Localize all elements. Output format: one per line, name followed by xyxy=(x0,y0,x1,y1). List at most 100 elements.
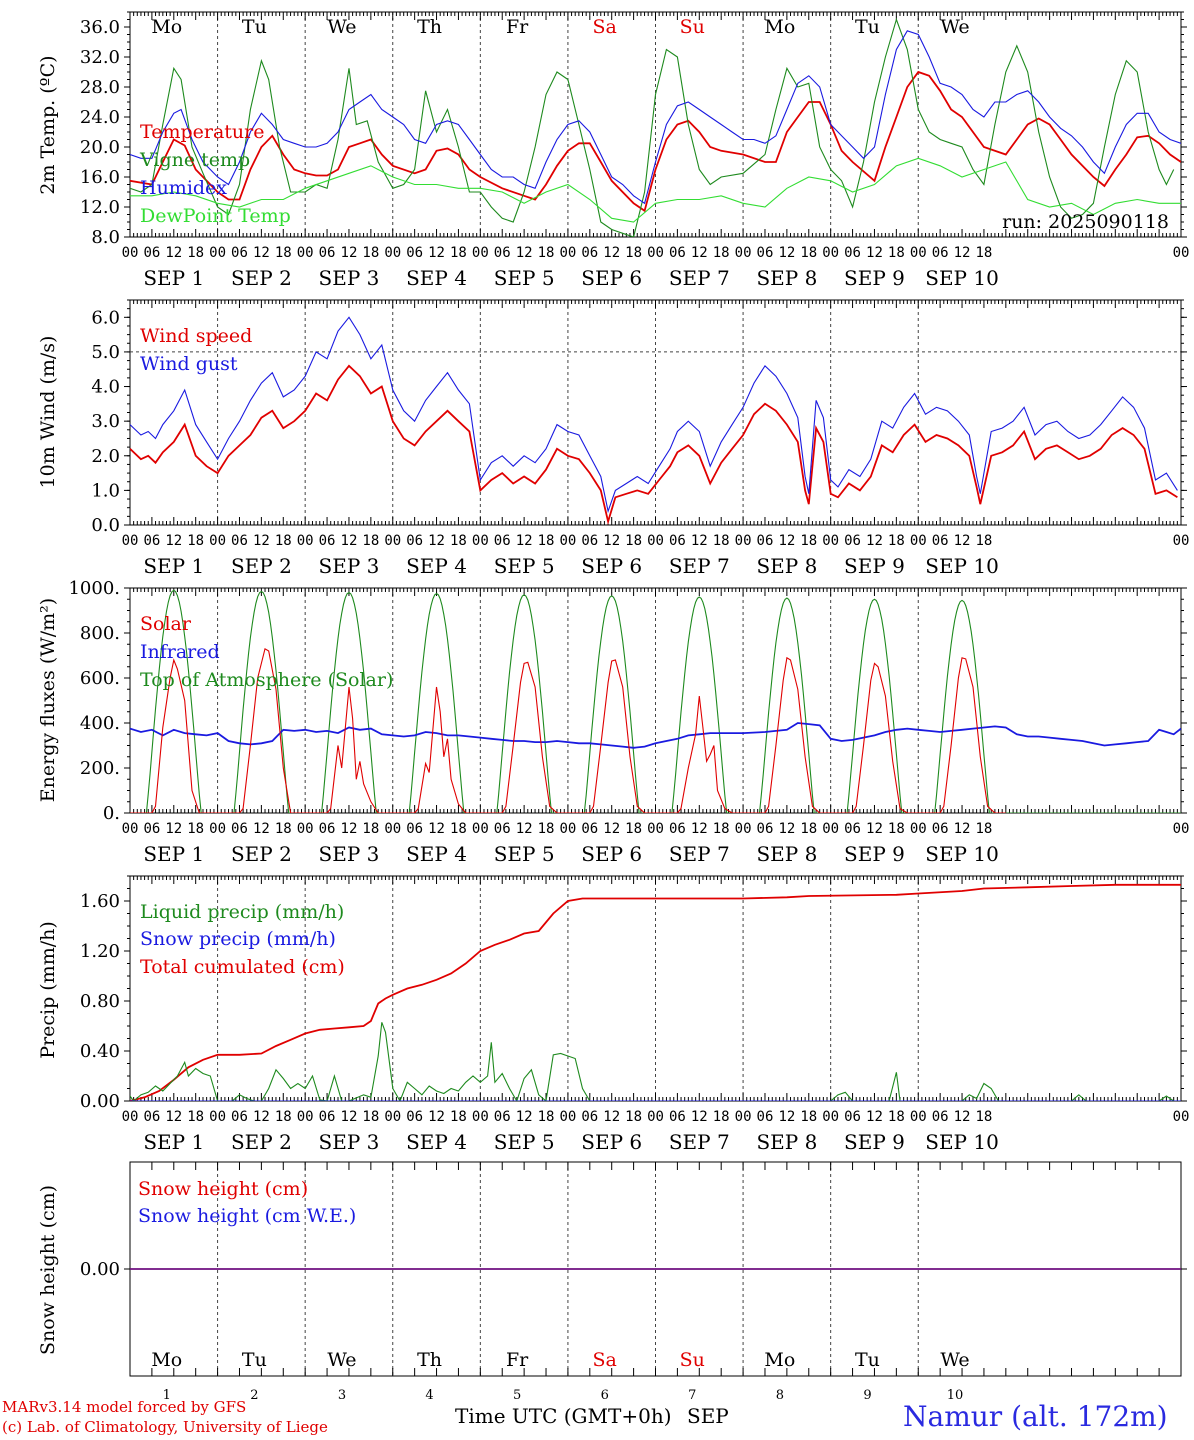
hour-label: 12 xyxy=(165,1109,182,1125)
hour-label: 00 xyxy=(647,1109,664,1125)
day-name-top: We xyxy=(940,16,969,38)
hour-label: 06 xyxy=(143,533,160,549)
legend-entry: DewPoint Temp xyxy=(140,205,291,227)
legend-entry: Wind speed xyxy=(140,325,252,347)
hour-label: 06 xyxy=(581,1109,598,1125)
hour-label: 06 xyxy=(757,245,774,261)
hour-label: 06 xyxy=(319,1109,336,1125)
date-label: SEP 7 xyxy=(669,554,730,578)
day-number: 8 xyxy=(776,1388,784,1403)
date-label: SEP 3 xyxy=(319,266,380,290)
y-tick-label: 5.0 xyxy=(91,342,120,363)
hour-label: 00 xyxy=(384,1109,401,1125)
hour-label: 00 xyxy=(472,245,489,261)
hour-label: 12 xyxy=(778,821,795,837)
hour-label: 12 xyxy=(691,1109,708,1125)
hour-label: 18 xyxy=(187,1109,204,1125)
hour-label: 18 xyxy=(362,821,379,837)
hour-label: 18 xyxy=(450,1109,467,1125)
day-name-bottom: We xyxy=(327,1349,356,1371)
hour-label: 06 xyxy=(581,821,598,837)
hour-label: 06 xyxy=(406,821,423,837)
day-name-top: Mo xyxy=(151,16,182,38)
hour-label: 06 xyxy=(406,1109,423,1125)
hour-label: 00 xyxy=(384,821,401,837)
date-label: SEP 7 xyxy=(669,266,730,290)
hour-label: 00 xyxy=(122,533,139,549)
y-tick-label: 3.0 xyxy=(91,411,120,432)
station-name: Namur (alt. 172m) xyxy=(903,1400,1168,1433)
day-name-bottom: Mo xyxy=(151,1349,182,1371)
hour-label: 00 xyxy=(910,821,927,837)
hour-label: 06 xyxy=(143,821,160,837)
day-name-top: Th xyxy=(417,16,442,38)
legend-entry: Top of Atmosphere (Solar) xyxy=(140,669,393,691)
y-tick-label: 0.40 xyxy=(80,1041,120,1062)
hour-label: 18 xyxy=(362,1109,379,1125)
hour-label: 06 xyxy=(319,533,336,549)
hour-label: 00 xyxy=(647,533,664,549)
date-label: SEP 7 xyxy=(669,1130,730,1154)
hour-label: 12 xyxy=(866,1109,883,1125)
hour-label: 00 xyxy=(472,1109,489,1125)
hour-label: 06 xyxy=(757,1109,774,1125)
date-label: SEP 7 xyxy=(669,842,730,866)
hour-label: 12 xyxy=(428,821,445,837)
day-name-top: We xyxy=(327,16,356,38)
hour-label: 18 xyxy=(362,245,379,261)
hour-label: 06 xyxy=(932,533,949,549)
date-label: SEP 10 xyxy=(925,1130,999,1154)
date-label: SEP 2 xyxy=(231,1130,292,1154)
hour-label: 06 xyxy=(406,533,423,549)
series-liquid-precip-mm-h- xyxy=(130,1022,1181,1101)
day-name-top: Fr xyxy=(506,16,529,38)
day-name-top: Su xyxy=(680,16,705,38)
y-tick-label: 0.0 xyxy=(91,515,120,536)
date-label: SEP 2 xyxy=(231,842,292,866)
day-number: 1 xyxy=(163,1388,171,1403)
hour-label: 12 xyxy=(341,821,358,837)
date-label: SEP 4 xyxy=(406,266,467,290)
y-axis-label: Snow height (cm) xyxy=(37,1185,59,1355)
run-annotation: run: 2025090118 xyxy=(1002,211,1169,233)
hour-label: 18 xyxy=(538,1109,555,1125)
hour-label: 12 xyxy=(253,245,270,261)
hour-label: 06 xyxy=(231,245,248,261)
hour-label: 00 xyxy=(735,1109,752,1125)
date-label: SEP 1 xyxy=(143,1130,204,1154)
hour-label: 12 xyxy=(165,821,182,837)
hour-label: 00 xyxy=(472,821,489,837)
hour-label: 12 xyxy=(603,821,620,837)
hour-label: 18 xyxy=(362,533,379,549)
hour-label: 18 xyxy=(888,1109,905,1125)
hour-label: 00 xyxy=(910,1109,927,1125)
hour-label: 18 xyxy=(275,533,292,549)
hour-label: 12 xyxy=(866,533,883,549)
hour-label: 12 xyxy=(428,533,445,549)
day-number: 10 xyxy=(947,1388,964,1403)
y-tick-label: 600. xyxy=(80,668,120,689)
hour-label: 00 xyxy=(735,533,752,549)
hour-label: 06 xyxy=(406,245,423,261)
time-axis-title: Time UTC (GMT+0h) xyxy=(455,1404,672,1428)
date-label: SEP 1 xyxy=(143,842,204,866)
y-tick-label: 36.0 xyxy=(80,17,120,38)
hour-label: 18 xyxy=(800,245,817,261)
date-label: SEP 5 xyxy=(494,1130,555,1154)
hour-label: 12 xyxy=(954,1109,971,1125)
model-credit: MARv3.14 model forced by GFS xyxy=(2,1398,247,1416)
hour-label: 00 xyxy=(1173,821,1190,837)
hour-label: 00 xyxy=(297,1109,314,1125)
hour-label: 12 xyxy=(341,533,358,549)
day-name-top: Tu xyxy=(242,16,267,38)
legend-entry: Solar xyxy=(140,613,192,635)
hour-label: 12 xyxy=(516,533,533,549)
hour-label: 06 xyxy=(932,245,949,261)
hour-label: 18 xyxy=(888,245,905,261)
lab-credit: (c) Lab. of Climatology, University of L… xyxy=(2,1418,328,1436)
y-tick-label: 0. xyxy=(103,803,120,824)
day-name-bottom: Tu xyxy=(242,1349,267,1371)
y-tick-label: 1.0 xyxy=(91,480,120,501)
legend-entry: Total cumulated (cm) xyxy=(140,956,345,978)
hour-label: 06 xyxy=(143,245,160,261)
